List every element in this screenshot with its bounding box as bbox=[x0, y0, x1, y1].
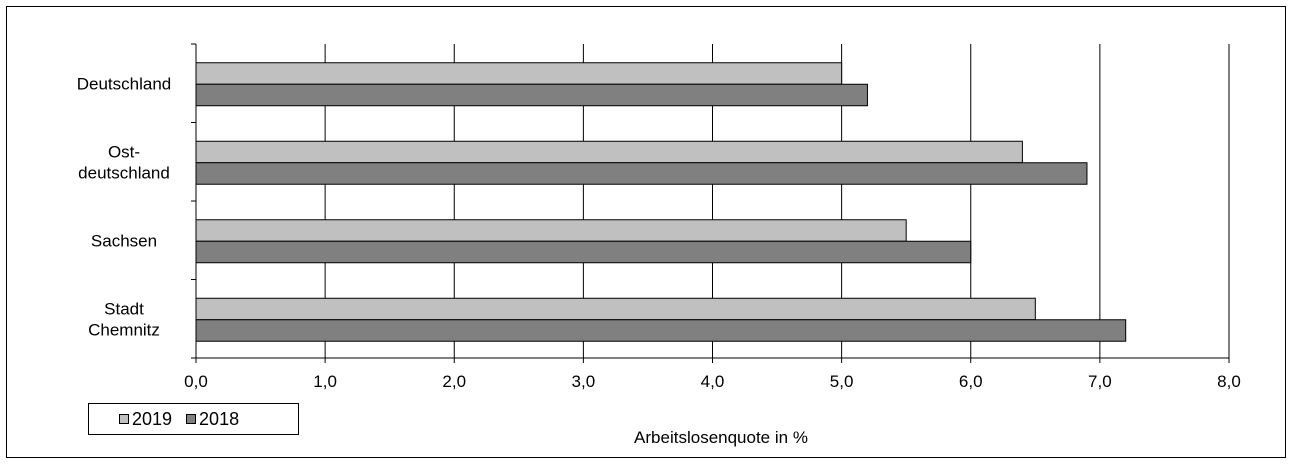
x-tick-label: 8,0 bbox=[1217, 372, 1241, 391]
legend-swatch-2019 bbox=[119, 414, 129, 424]
x-tick-label: 4,0 bbox=[701, 372, 725, 391]
category-label: Deutschland bbox=[77, 74, 172, 93]
bar-2019 bbox=[195, 219, 907, 242]
legend-item-2019: 2019 bbox=[119, 409, 172, 430]
bar-2018 bbox=[195, 319, 1127, 342]
category-label: Stadt Chemnitz bbox=[88, 299, 160, 339]
bar-2018 bbox=[195, 240, 972, 264]
legend-swatch-2018 bbox=[186, 414, 197, 424]
bar-2018 bbox=[195, 162, 1088, 185]
x-tick-label: 5,0 bbox=[830, 372, 854, 391]
legend-item-2018: 2018 bbox=[186, 409, 239, 430]
x-tick-labels: 0,0 1,0 2,0 3,0 4,0 5,0 6,0 7,0 8,0 bbox=[184, 372, 1241, 391]
x-tick-label: 0,0 bbox=[184, 372, 208, 391]
x-tick-label: 3,0 bbox=[572, 372, 596, 391]
x-tick-label: 7,0 bbox=[1088, 372, 1112, 391]
x-tick-label: 6,0 bbox=[959, 372, 983, 391]
bar-2019 bbox=[195, 297, 1036, 321]
x-tick-label: 1,0 bbox=[313, 372, 337, 391]
category-label: Sachsen bbox=[91, 231, 157, 250]
axes bbox=[191, 43, 1230, 363]
bars bbox=[195, 62, 1127, 342]
category-label: Ost-deutschland bbox=[78, 142, 170, 182]
bar-2019 bbox=[195, 62, 843, 85]
legend: 2019 2018 bbox=[88, 403, 299, 435]
legend-label-2019: 2019 bbox=[132, 408, 173, 429]
x-tick-label: 2,0 bbox=[442, 372, 466, 391]
legend-label-2018: 2018 bbox=[199, 408, 240, 429]
category-labels: Deutschland Ost-deutschland Sachsen Stadt Ch… bbox=[77, 74, 172, 339]
bar-2018 bbox=[195, 83, 868, 107]
x-axis-label: Arbeitslosenquote in % bbox=[634, 428, 808, 447]
bar-2019 bbox=[195, 140, 1023, 164]
